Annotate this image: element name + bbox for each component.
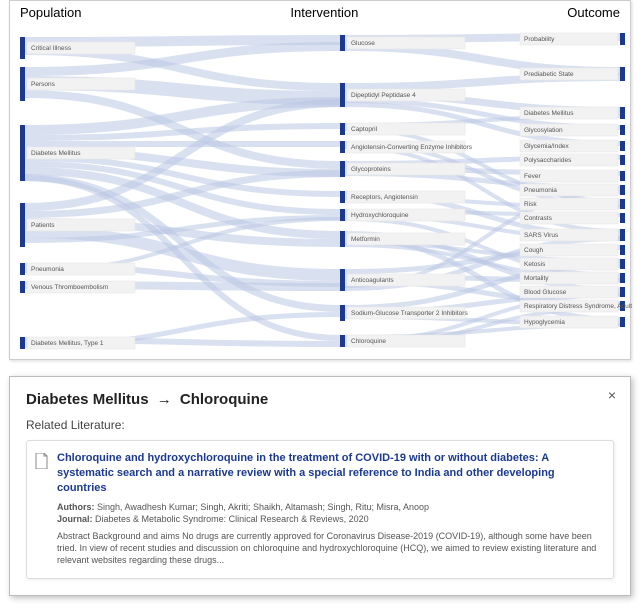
sankey-node[interactable]: Angiotensin-Converting Enzyme Inhibitors (340, 141, 473, 153)
sankey-panel: Population Intervention Outcome Critical… (9, 0, 631, 360)
sankey-node-label: Mortality (524, 275, 549, 282)
sankey-node[interactable]: Contrasts (520, 212, 625, 224)
sankey-node[interactable]: Glucose (340, 35, 465, 51)
sankey-headers: Population Intervention Outcome (10, 1, 630, 22)
sankey-node[interactable]: Polysaccharides (520, 154, 625, 166)
authors-value: Singh, Awadhesh Kumar; Singh, Akriti; Sh… (97, 502, 429, 512)
sankey-node-label: Ketosis (524, 261, 546, 268)
journal-key: Journal: (57, 514, 93, 524)
sankey-node-label: Hypoglycemia (524, 319, 565, 326)
sankey-node-label: Respiratory Distress Syndrome, Adult (524, 303, 632, 310)
sankey-node-label: Contrasts (524, 215, 553, 222)
sankey-link[interactable] (345, 47, 620, 71)
sankey-node[interactable]: Pneumonia (520, 184, 625, 196)
journal-value: Diabetes & Metabolic Syndrome: Clinical … (95, 514, 369, 524)
sankey-node[interactable]: Captopril (340, 123, 465, 135)
sankey-node[interactable]: Glycemia/Index (520, 140, 625, 152)
sankey-node-label: Dipeptidyl Peptidase 4 (351, 92, 416, 99)
literature-abstract: Abstract Background and aims No drugs ar… (57, 530, 601, 566)
sankey-node[interactable]: Receptors, Angiotensin (340, 191, 465, 203)
sankey-node[interactable]: Hypoglycemia (520, 316, 625, 328)
sankey-node[interactable]: Glycosylation (520, 124, 625, 136)
sankey-node-label: Metformin (351, 236, 380, 243)
sankey-node-label: Receptors, Angiotensin (351, 194, 418, 201)
sankey-node[interactable]: Diabetes Mellitus (520, 107, 625, 119)
close-icon[interactable]: × (608, 387, 616, 403)
sankey-link[interactable] (25, 40, 340, 42)
arrow-icon: → (157, 391, 172, 408)
sankey-node-label: Persons (31, 81, 56, 88)
sankey-node[interactable]: Probability (520, 33, 625, 45)
sankey-node-label: Diabetes Mellitus (31, 150, 81, 157)
sankey-node-label: Captopril (351, 126, 378, 133)
sankey-node-label: Fever (524, 173, 541, 180)
sankey-node-label: Sodium-Glucose Transporter 2 Inhibitors (351, 310, 468, 317)
sankey-node[interactable]: Blood Glucose (520, 286, 625, 298)
sankey-node[interactable]: Venous Thromboembolism (20, 281, 135, 293)
detail-from: Diabetes Mellitus (26, 391, 149, 408)
authors-key: Authors: (57, 502, 95, 512)
sankey-node[interactable]: Risk (520, 198, 625, 210)
sankey-node[interactable]: Diabetes Mellitus, Type 1 (20, 337, 135, 349)
sankey-node[interactable]: Hydroxychloroquine (340, 209, 465, 221)
sankey-node-label: Angiotensin-Converting Enzyme Inhibitors (351, 144, 473, 151)
header-intervention: Intervention (290, 5, 358, 20)
sankey-node[interactable]: Chloroquine (340, 335, 465, 347)
sankey-node[interactable]: SARS Virus (520, 229, 625, 241)
sankey-node-label: Diabetes Mellitus (524, 110, 574, 117)
literature-title: Chloroquine and hydroxychloroquine in th… (57, 451, 601, 496)
sankey-node-label: Chloroquine (351, 338, 386, 345)
detail-panel: × Diabetes Mellitus → Chloroquine Relate… (9, 376, 631, 596)
sankey-node-label: Probability (524, 36, 555, 43)
sankey-node-label: Glucose (351, 40, 375, 47)
sankey-node[interactable]: Ketosis (520, 258, 625, 270)
sankey-node-label: Glycemia/Index (524, 143, 570, 150)
sankey-node-label: Pneumonia (31, 266, 64, 273)
related-literature-label: Related Literature: (26, 418, 614, 432)
sankey-node-label: Glycosylation (524, 127, 563, 134)
sankey-node-label: Blood Glucose (524, 289, 567, 296)
header-outcome: Outcome (567, 5, 620, 20)
literature-card[interactable]: Chloroquine and hydroxychloroquine in th… (26, 440, 614, 579)
sankey-node-label: Venous Thromboembolism (31, 284, 108, 291)
literature-journal: Journal: Diabetes & Metabolic Syndrome: … (57, 514, 601, 524)
sankey-node-label: Patients (31, 222, 55, 229)
sankey-node-label: Cough (524, 247, 544, 254)
literature-authors: Authors: Singh, Awadhesh Kumar; Singh, A… (57, 502, 601, 512)
sankey-node[interactable]: Metformin (340, 231, 465, 247)
sankey-node[interactable]: Respiratory Distress Syndrome, Adult (520, 300, 632, 312)
sankey-node-label: SARS Virus (524, 232, 559, 239)
sankey-node[interactable]: Glycoproteins (340, 161, 465, 177)
sankey-node-label: Hydroxychloroquine (351, 212, 409, 219)
sankey-node[interactable]: Fever (520, 170, 625, 182)
header-population: Population (20, 5, 81, 20)
sankey-node[interactable]: Prediabetic State (520, 67, 625, 81)
sankey-node-label: Risk (524, 201, 537, 208)
sankey-node-label: Pneumonia (524, 187, 557, 194)
sankey-node[interactable]: Sodium-Glucose Transporter 2 Inhibitors (340, 305, 468, 321)
sankey-node[interactable]: Pneumonia (20, 263, 135, 275)
document-icon (35, 453, 49, 469)
sankey-node-label: Prediabetic State (524, 71, 574, 78)
sankey-node-label: Glycoproteins (351, 166, 391, 173)
sankey-node[interactable]: Cough (520, 244, 625, 256)
sankey-node-label: Anticoagulants (351, 277, 394, 284)
detail-title: Diabetes Mellitus → Chloroquine (26, 391, 614, 408)
sankey-node-label: Diabetes Mellitus, Type 1 (31, 340, 104, 347)
sankey-node-label: Polysaccharides (524, 157, 572, 164)
sankey-node-label: Critical Illness (31, 45, 72, 52)
detail-to: Chloroquine (180, 391, 268, 408)
sankey-node[interactable]: Mortality (520, 272, 625, 284)
sankey-svg[interactable]: Critical Illness Persons Diabetes Mellitus… (10, 23, 632, 359)
